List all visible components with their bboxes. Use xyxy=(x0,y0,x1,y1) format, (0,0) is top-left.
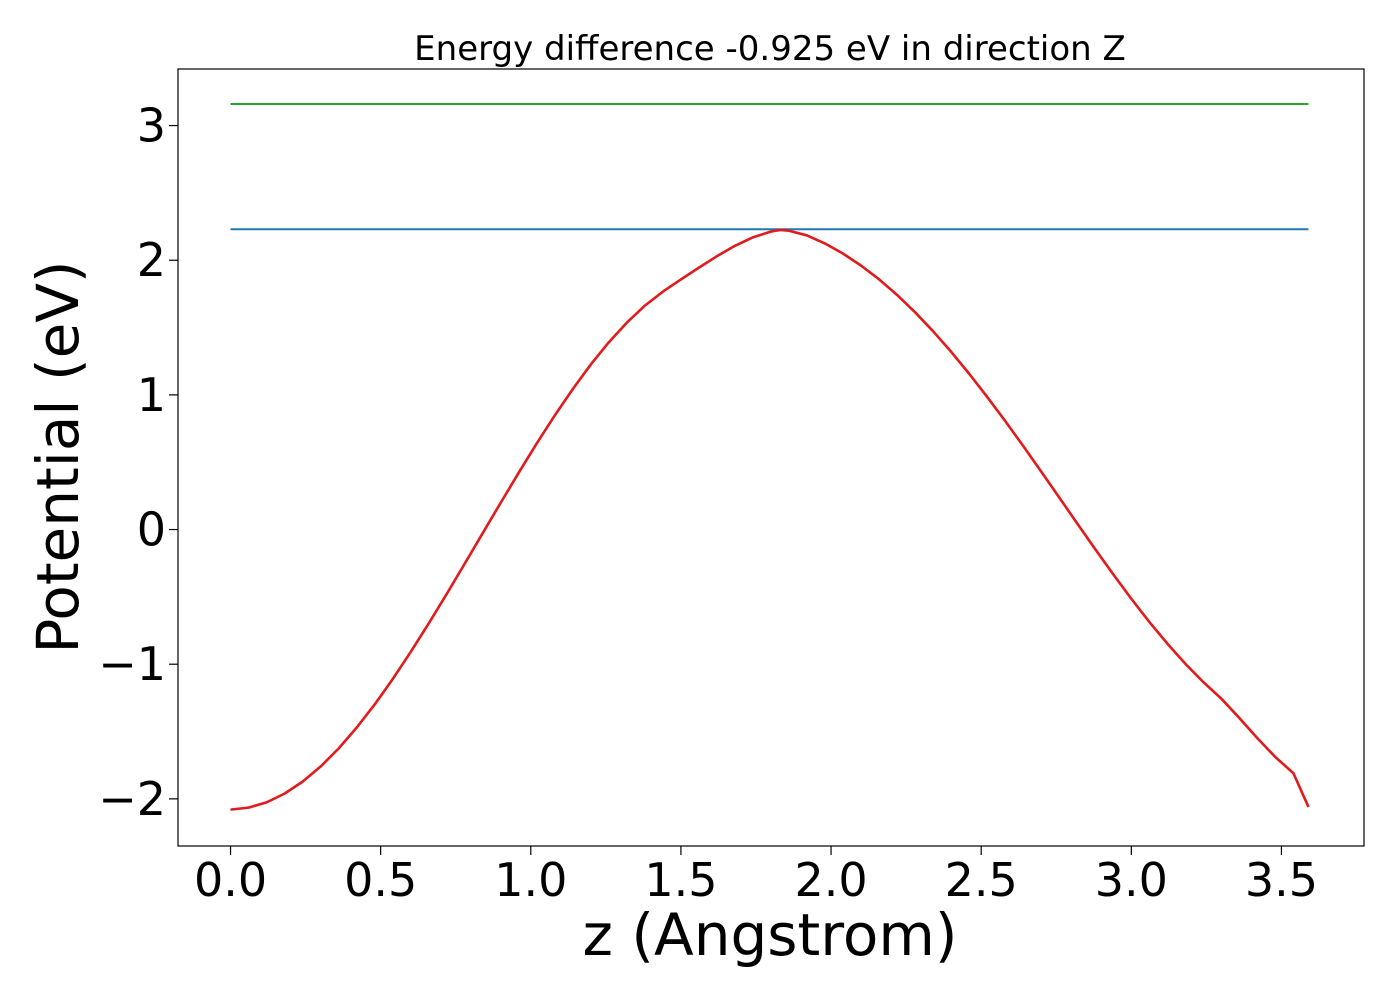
y-tick-label: 2 xyxy=(137,233,166,287)
x-tick-label: 1.5 xyxy=(644,853,717,907)
series-line-2 xyxy=(230,228,1310,811)
x-axis-ticks: 0.0 0.5 1.0 1.5 2.0 2.5 3.0 3.5 xyxy=(194,846,1318,907)
y-tick-label: 3 xyxy=(137,99,166,153)
x-tick-label: 2.0 xyxy=(794,853,867,907)
plot-area-frame xyxy=(177,68,1365,847)
y-axis-label: Potential (eV) xyxy=(24,260,92,653)
x-tick-label: 3.0 xyxy=(1095,853,1168,907)
y-tick-label: −2 xyxy=(98,772,166,826)
x-tick-label: 0.0 xyxy=(194,853,267,907)
y-tick-label: 0 xyxy=(137,503,166,557)
chart-title: Energy difference -0.925 eV in direction… xyxy=(414,29,1126,69)
x-tick-label: 0.5 xyxy=(344,853,417,907)
x-axis-label: z (Angstrom) xyxy=(583,901,958,969)
x-tick-label: 1.0 xyxy=(494,853,567,907)
y-tick-label: 1 xyxy=(137,368,166,422)
y-tick-label: −1 xyxy=(98,637,166,691)
y-axis-ticks: −2 −1 0 1 2 3 xyxy=(98,99,178,826)
x-tick-label: 3.5 xyxy=(1245,853,1318,907)
series-layer xyxy=(230,103,1310,811)
x-tick-label: 2.5 xyxy=(945,853,1018,907)
